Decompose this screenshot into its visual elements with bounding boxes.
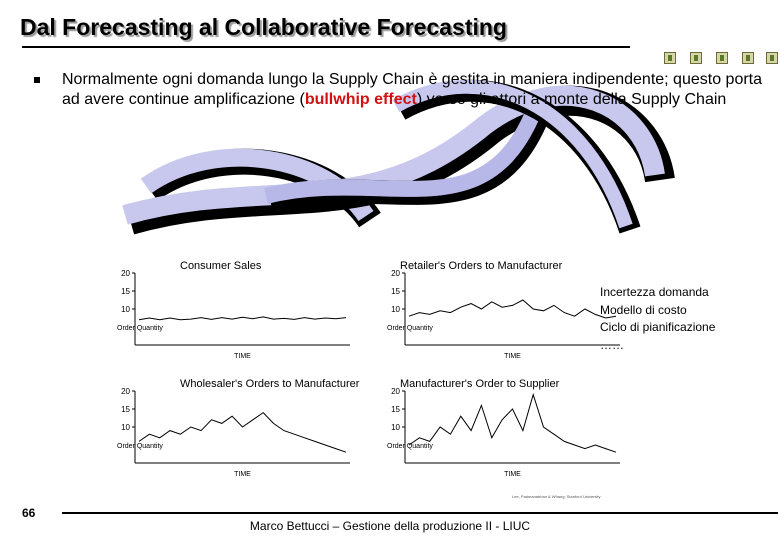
title-rule bbox=[22, 46, 630, 48]
figure-credit: Lee, Padmanabhan & Whang; Stanford Unive… bbox=[512, 494, 601, 499]
y-tick-label: 15 bbox=[121, 287, 130, 296]
page-number: 66 bbox=[22, 506, 36, 520]
y-tick-label: 10 bbox=[391, 305, 400, 314]
x-axis-label: TIME bbox=[504, 471, 521, 478]
decor-icon bbox=[664, 52, 676, 64]
y-tick-label: 10 bbox=[121, 305, 130, 314]
y-tick-label: 20 bbox=[391, 387, 400, 396]
y-axis-label: Order Quantity bbox=[117, 325, 163, 332]
factor-item: …… bbox=[600, 337, 624, 352]
y-tick-label: 15 bbox=[391, 287, 400, 296]
footer-text: Marco Bettucci – Gestione della produzio… bbox=[249, 519, 531, 533]
chart-title: Wholesaler's Orders to Manufacturer bbox=[180, 378, 360, 390]
bullwhip-charts-panel: Consumer Sales 20 15 10 Order Quantity TIME Re… bbox=[95, 243, 630, 488]
factor-item: Ciclo di pianificazione bbox=[600, 320, 716, 334]
y-tick-label: 20 bbox=[391, 269, 400, 278]
y-axis-label: Order Quantity bbox=[117, 443, 163, 450]
bullet-marker bbox=[34, 77, 40, 83]
x-axis-label: TIME bbox=[504, 353, 521, 360]
bullwhip-effect-highlight: bullwhip effect bbox=[304, 91, 417, 108]
chart-title: Consumer Sales bbox=[180, 260, 262, 272]
series-line bbox=[138, 316, 347, 321]
chart-title: Retailer's Orders to Manufacturer bbox=[400, 260, 563, 272]
factor-list: Incertezza domanda Modello di costo Cicl… bbox=[600, 284, 715, 354]
footer-rule bbox=[62, 512, 778, 514]
decor-icon bbox=[766, 52, 778, 64]
y-axis-label: Order Quantity bbox=[387, 443, 433, 450]
decor-icon bbox=[742, 52, 754, 64]
bullet-text-after: ) verso gli attori a monte della Supply … bbox=[416, 91, 727, 108]
factor-item: Incertezza domanda bbox=[600, 285, 709, 299]
x-axis-label: TIME bbox=[234, 471, 251, 478]
series-line bbox=[408, 392, 617, 453]
series-line bbox=[408, 299, 617, 319]
decor-icon bbox=[690, 52, 702, 64]
y-axis-label: Order Quantity bbox=[387, 325, 433, 332]
bullet-text: Normalmente ogni domanda lungo la Supply… bbox=[62, 70, 762, 110]
y-tick-label: 15 bbox=[121, 405, 130, 414]
y-tick-label: 20 bbox=[121, 387, 130, 396]
bullwhip-whip-graphic bbox=[122, 79, 675, 235]
y-tick-label: 20 bbox=[121, 269, 130, 278]
decor-icon bbox=[716, 52, 728, 64]
factor-item: Modello di costo bbox=[600, 302, 687, 317]
slide-title: Dal Forecasting al Collaborative Forecas… bbox=[20, 14, 507, 40]
bullet-text-before: Normalmente ogni domanda lungo la Supply… bbox=[62, 71, 763, 108]
series-line bbox=[138, 411, 347, 453]
x-axis-label: TIME bbox=[234, 353, 251, 360]
chart-title: Manufacturer's Order to Supplier bbox=[400, 378, 560, 390]
y-tick-label: 15 bbox=[391, 405, 400, 414]
charts-svg: Consumer Sales 20 15 10 Order Quantity TIME Re… bbox=[117, 260, 620, 478]
y-tick-label: 10 bbox=[121, 423, 130, 432]
y-tick-label: 10 bbox=[391, 423, 400, 432]
